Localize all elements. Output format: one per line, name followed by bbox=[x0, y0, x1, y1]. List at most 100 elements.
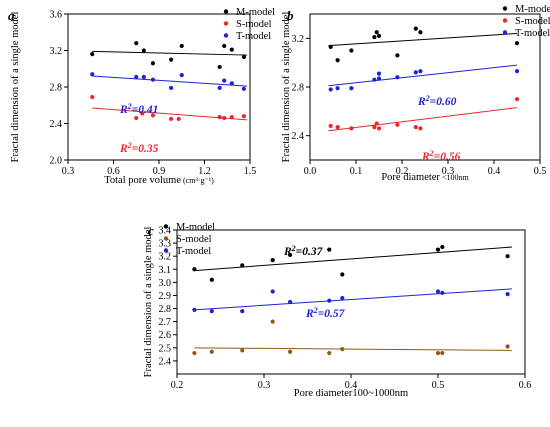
data-point bbox=[134, 115, 139, 121]
data-point bbox=[395, 53, 400, 58]
data-point bbox=[505, 344, 510, 349]
data-point bbox=[327, 298, 332, 303]
data-point bbox=[435, 289, 441, 294]
y-tick-label: 2.8 bbox=[50, 83, 63, 94]
x-tick-label: 0.1 bbox=[350, 166, 363, 177]
data-point bbox=[90, 94, 95, 100]
x-tick-label: 0.3 bbox=[258, 380, 271, 391]
data-point bbox=[209, 349, 214, 354]
data-point bbox=[240, 348, 245, 353]
data-point bbox=[217, 115, 222, 120]
y-tick-label: 2.4 bbox=[50, 119, 63, 130]
y-axis-title: Fractal dimension of a single model bbox=[143, 227, 154, 378]
data-point bbox=[90, 52, 95, 57]
series-M-model: R2=0.37 M-model bbox=[163, 222, 512, 282]
data-point bbox=[90, 72, 95, 77]
data-point bbox=[222, 78, 227, 83]
data-point bbox=[241, 86, 247, 91]
r2-label: R2=0.57 bbox=[305, 306, 346, 321]
data-point bbox=[141, 74, 146, 80]
data-point bbox=[505, 292, 510, 297]
data-point bbox=[418, 126, 423, 131]
data-point bbox=[192, 307, 197, 312]
data-point bbox=[179, 73, 184, 78]
r2-label: R2=0.37 bbox=[283, 244, 324, 259]
data-point bbox=[514, 97, 520, 102]
data-point bbox=[335, 125, 340, 130]
y-tick-label: 3.1 bbox=[159, 265, 172, 276]
legend-label: S-model bbox=[176, 234, 212, 245]
legend-marker bbox=[223, 21, 229, 26]
y-axis-title: Fractal dimension of a single model bbox=[10, 12, 21, 163]
data-point bbox=[169, 85, 174, 91]
data-point bbox=[169, 57, 174, 62]
trend-line bbox=[194, 246, 512, 272]
plot-frame bbox=[176, 229, 526, 375]
data-point bbox=[435, 247, 441, 252]
data-point bbox=[374, 30, 379, 35]
y-tick-label: 2.7 bbox=[159, 317, 172, 328]
x-tick-label: 1.5 bbox=[244, 166, 257, 177]
y-tick-label: 3.2 bbox=[159, 252, 172, 263]
trend-line bbox=[194, 288, 512, 311]
data-point bbox=[376, 71, 382, 76]
data-point bbox=[418, 69, 423, 74]
series-T-model: R2=0.41 T-model bbox=[90, 31, 271, 116]
data-point bbox=[340, 272, 345, 277]
data-point bbox=[150, 77, 156, 82]
data-point bbox=[328, 123, 333, 129]
data-point bbox=[288, 299, 293, 305]
y-tick-label: 2.9 bbox=[159, 291, 172, 302]
data-point bbox=[229, 115, 234, 120]
chart-panel-b: 0.0 0.1 0.2 0.3 0.4 0.5 2.4 2.8 3.2 Pore diameter… bbox=[281, 4, 550, 183]
series-T-model: R2=0.57 T-model bbox=[163, 246, 512, 321]
data-point bbox=[141, 48, 146, 53]
data-point bbox=[150, 61, 156, 66]
x-tick-label: 0.5 bbox=[432, 380, 445, 391]
x-tick-label: 0.2 bbox=[171, 380, 184, 391]
series-M-model: M-model bbox=[328, 4, 550, 63]
data-point bbox=[229, 81, 234, 86]
data-point bbox=[349, 86, 354, 91]
legend-marker bbox=[502, 6, 508, 11]
series-M-model: M-model bbox=[90, 7, 275, 70]
y-tick-label: 2.4 bbox=[159, 356, 172, 367]
y-tick-label: 2.8 bbox=[159, 304, 172, 315]
y-tick-label: 3.0 bbox=[159, 278, 172, 289]
data-point bbox=[288, 252, 293, 257]
data-point bbox=[217, 85, 222, 91]
data-point bbox=[376, 126, 382, 131]
y-axis-title: Fractal dimension of a single model bbox=[281, 12, 292, 163]
data-point bbox=[376, 76, 382, 81]
data-point bbox=[209, 277, 214, 282]
data-point bbox=[240, 263, 245, 268]
data-point bbox=[134, 74, 139, 80]
data-point bbox=[192, 350, 197, 356]
legend-marker bbox=[163, 236, 169, 241]
data-point bbox=[335, 86, 340, 91]
data-point bbox=[349, 48, 354, 53]
legend-label: S-model bbox=[515, 16, 550, 27]
data-point bbox=[209, 309, 214, 314]
trend-line bbox=[194, 347, 512, 351]
legend-label: T-model bbox=[176, 246, 211, 257]
trend-line bbox=[328, 64, 518, 87]
x-tick-label: 0.9 bbox=[153, 166, 166, 177]
data-point bbox=[372, 77, 377, 82]
data-point bbox=[372, 125, 377, 130]
data-point bbox=[505, 254, 510, 259]
data-point bbox=[229, 47, 234, 52]
data-point bbox=[374, 121, 379, 126]
legend-marker bbox=[163, 224, 169, 229]
data-point bbox=[192, 267, 197, 272]
data-point bbox=[413, 26, 418, 31]
data-point bbox=[514, 41, 520, 46]
legend-marker bbox=[502, 18, 508, 23]
series-S-model: R2=0.35 S-model bbox=[90, 19, 272, 155]
x-axis-title: Pore diameter100~1000nm bbox=[294, 388, 408, 399]
data-point bbox=[372, 35, 377, 40]
data-point bbox=[340, 347, 345, 352]
y-tick-label: 2.4 bbox=[292, 131, 305, 142]
x-tick-label: 0.4 bbox=[488, 166, 501, 177]
series-T-model: R2=0.60 T-model bbox=[328, 28, 550, 108]
